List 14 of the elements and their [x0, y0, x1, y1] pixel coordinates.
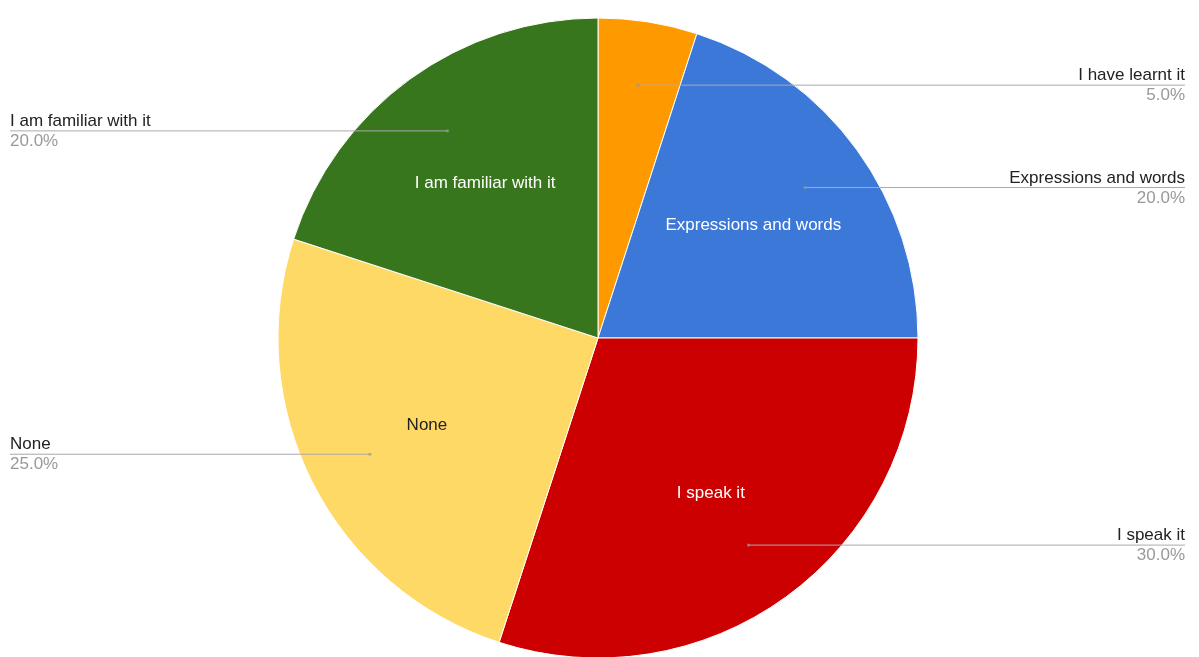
data-label: 25.0% [10, 454, 59, 474]
slice-label: None [406, 415, 448, 435]
data-label: 20.0% [10, 130, 59, 150]
slice-label: I am familiar with it [414, 172, 556, 192]
slice-label: I speak it [1116, 525, 1186, 545]
slice-label: I am familiar with it [10, 110, 152, 130]
slice-label: I have learnt it [1078, 65, 1186, 85]
data-label: 5.0% [1146, 85, 1185, 105]
slice-label: None [10, 434, 51, 454]
data-label: 30.0% [1136, 545, 1185, 565]
slice-label: I speak it [676, 483, 746, 503]
slice-label: Expressions and words [665, 215, 842, 235]
data-label: 20.0% [1136, 187, 1185, 207]
slice-label: Expressions and words [1009, 167, 1185, 187]
